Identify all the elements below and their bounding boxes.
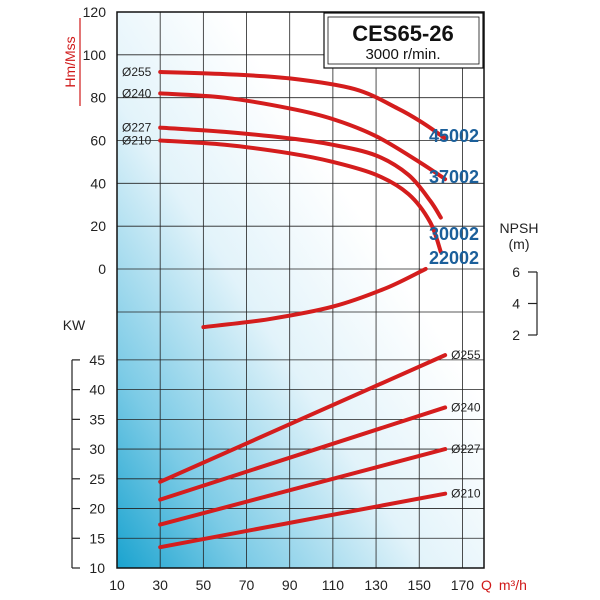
power-tick-label: 30 <box>89 441 105 457</box>
title-box-inner-frame <box>327 16 480 65</box>
x-tick-label: 130 <box>364 577 388 593</box>
power-tick-label: 45 <box>89 352 105 368</box>
npsh-curve <box>201 266 428 330</box>
power-tick-label: 35 <box>89 411 105 427</box>
chart-title: CES65-26 <box>352 21 454 46</box>
power-curve <box>158 447 448 527</box>
head-tick-label: 20 <box>90 218 106 234</box>
chart-subtitle: 3000 r/min. <box>365 46 440 63</box>
power-curve-diameter-label: Ø240 <box>451 400 481 414</box>
head-tick-label: 100 <box>83 47 107 63</box>
head-tick-label: 80 <box>90 90 106 106</box>
power-curve <box>158 491 448 550</box>
head-curve-diameter-label: Ø210 <box>122 134 152 148</box>
x-axis-title-prefix: Q <box>481 577 492 593</box>
npsh-axis: 2 4 6 <box>512 264 538 343</box>
npsh-tick-label: 2 <box>512 327 520 343</box>
curve-labels: Ø255 45002 Ø240 37002 Ø227 30002 Ø210 22002 Ø255… <box>122 65 481 501</box>
head-tick-label: 60 <box>90 133 106 149</box>
power-tick-label: 15 <box>89 530 105 546</box>
x-tick-label: 90 <box>282 577 298 593</box>
power-tick-label: 20 <box>89 501 105 517</box>
head-tick-label: 120 <box>83 4 107 20</box>
title-box: CES65-26 3000 r/min. <box>323 12 484 69</box>
power-curve-diameter-label: Ø210 <box>451 487 481 501</box>
x-tick-label: 150 <box>408 577 432 593</box>
head-curve <box>158 138 443 254</box>
head-curve-model-label: 45002 <box>429 126 479 146</box>
x-axis-title-unit: m³/h <box>499 577 527 593</box>
npsh-axis-unit: (m) <box>509 236 530 252</box>
plot-frame <box>116 11 485 569</box>
power-curve <box>158 353 448 484</box>
head-curve-model-label: 22002 <box>429 248 479 268</box>
title-box-frame <box>323 12 484 69</box>
head-axis: 0 20 40 60 80 100 120 <box>83 4 107 277</box>
x-tick-label: 70 <box>239 577 255 593</box>
npsh-axis-title: NPSH <box>500 220 539 236</box>
power-axis-title: KW <box>63 317 86 333</box>
head-curve <box>158 125 443 220</box>
head-curve-model-label: 30002 <box>429 224 479 244</box>
npsh-tick-label: 6 <box>512 264 520 280</box>
x-axis: 10 30 50 70 90 110 130 150 170 <box>109 577 474 593</box>
x-tick-label: 30 <box>152 577 168 593</box>
head-tick-label: 40 <box>90 175 106 191</box>
head-axis-title: Hm/Mss <box>62 36 78 87</box>
power-axis: 10 15 20 25 30 35 40 45 <box>71 352 105 576</box>
x-tick-label: 170 <box>451 577 475 593</box>
power-curve-diameter-label: Ø255 <box>451 348 481 362</box>
power-curve-diameter-label: Ø227 <box>451 442 481 456</box>
npsh-tick-label: 4 <box>512 296 520 312</box>
head-curve-diameter-label: Ø227 <box>122 121 152 135</box>
head-curve <box>158 91 448 182</box>
x-tick-label: 50 <box>196 577 212 593</box>
x-axis-title: Q m³/h <box>481 577 527 594</box>
power-tick-label: 40 <box>89 382 105 398</box>
power-tick-label: 25 <box>89 471 105 487</box>
power-curve <box>158 405 448 502</box>
curves <box>158 70 448 550</box>
x-tick-label: 10 <box>109 577 125 593</box>
head-curve-diameter-label: Ø255 <box>122 65 152 79</box>
head-curve <box>158 70 448 141</box>
head-curve-diameter-label: Ø240 <box>122 86 152 100</box>
power-tick-label: 10 <box>89 560 105 576</box>
head-tick-label: 0 <box>98 261 106 277</box>
x-tick-label: 110 <box>322 577 345 593</box>
head-curve-model-label: 37002 <box>429 167 479 187</box>
